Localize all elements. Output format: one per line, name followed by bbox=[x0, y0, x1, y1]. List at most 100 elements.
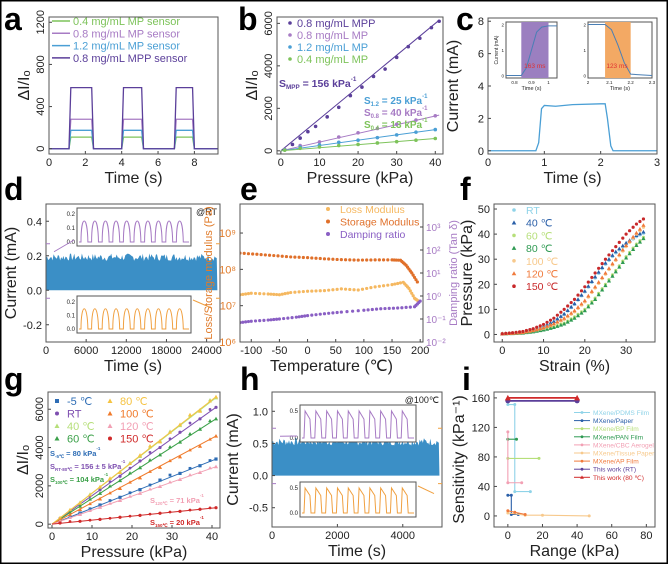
y-axis-label: Pressure (kPa) bbox=[459, 220, 476, 327]
data-point bbox=[610, 261, 615, 266]
y-tick-label: 0.2 bbox=[27, 251, 42, 263]
data-point bbox=[617, 246, 622, 251]
data-point bbox=[593, 274, 598, 279]
data-point bbox=[241, 292, 245, 296]
data-point bbox=[614, 245, 618, 249]
data-point bbox=[617, 240, 621, 244]
data-point bbox=[168, 458, 172, 463]
data-point bbox=[360, 85, 364, 89]
data-point bbox=[198, 417, 202, 421]
data-point bbox=[415, 280, 419, 284]
data-point bbox=[576, 293, 580, 297]
data-point bbox=[214, 457, 218, 461]
y-tick-label: 1200 bbox=[35, 10, 47, 34]
data-point bbox=[356, 309, 360, 313]
y2-tick-label: 10³ bbox=[426, 223, 441, 234]
data-point bbox=[301, 289, 305, 294]
data-point bbox=[580, 475, 584, 479]
data-point bbox=[562, 307, 566, 311]
data-point bbox=[572, 301, 577, 306]
response-time-label: 163 ms bbox=[524, 63, 546, 70]
data-point bbox=[336, 143, 341, 148]
x-tick-label: 12000 bbox=[111, 345, 142, 357]
data-point bbox=[572, 297, 577, 301]
data-point bbox=[544, 324, 550, 328]
data-point bbox=[178, 430, 182, 434]
data-point bbox=[538, 324, 542, 328]
data-point bbox=[596, 280, 601, 284]
y-axis-label: Sensitivity (kPa⁻¹) bbox=[451, 395, 468, 523]
data-point bbox=[138, 459, 142, 463]
data-point bbox=[627, 239, 632, 243]
data-point bbox=[603, 283, 608, 288]
x-tick-label: 0 bbox=[505, 530, 511, 542]
data-point bbox=[360, 287, 365, 291]
panel-b: b 0 10 20 30 40 0 2000 4000 6000 Pressure (kPa) ΔI/… bbox=[238, 1, 444, 187]
data-point bbox=[394, 139, 399, 144]
data-point bbox=[290, 316, 294, 320]
annotation-part: = 156 kPa bbox=[300, 78, 351, 90]
data-point bbox=[301, 255, 305, 260]
legend-label: MXene/PDMS Film bbox=[593, 410, 650, 417]
data-point bbox=[177, 422, 183, 427]
data-point bbox=[396, 281, 400, 286]
data-point bbox=[511, 245, 517, 250]
data-point bbox=[558, 322, 563, 327]
data-point bbox=[580, 411, 584, 414]
data-point bbox=[331, 311, 335, 315]
data-point bbox=[253, 291, 258, 296]
data-point bbox=[88, 501, 92, 506]
data-point bbox=[68, 510, 72, 514]
data-point bbox=[327, 257, 331, 261]
data-point bbox=[641, 217, 646, 221]
data-point bbox=[208, 506, 212, 510]
y-tick-label: 40 bbox=[478, 481, 490, 493]
data-point bbox=[575, 297, 581, 301]
legend-label: 120 ℃ bbox=[526, 269, 558, 281]
x-tick-label: 30 bbox=[620, 345, 632, 357]
data-point bbox=[77, 504, 83, 508]
series-line bbox=[49, 129, 218, 150]
data-point bbox=[613, 249, 618, 254]
data-point bbox=[294, 315, 298, 319]
data-point bbox=[593, 297, 598, 301]
data-point bbox=[107, 398, 113, 403]
data-point bbox=[383, 67, 387, 71]
data-point bbox=[188, 431, 192, 436]
series-line bbox=[507, 512, 590, 517]
x-axis-label: Temperature (℃) bbox=[270, 358, 393, 375]
data-point bbox=[537, 456, 541, 460]
data-point bbox=[208, 437, 212, 441]
y-tick-label: 10⁸ bbox=[219, 264, 236, 276]
data-point bbox=[266, 292, 270, 296]
data-point bbox=[520, 481, 524, 485]
data-point bbox=[383, 306, 387, 311]
annotation-part: -5℃ bbox=[55, 453, 65, 459]
series-line bbox=[588, 24, 653, 76]
x-axis-label: Pressure (kPa) bbox=[81, 544, 188, 561]
data-point bbox=[244, 320, 248, 324]
data-point bbox=[390, 283, 394, 287]
data-point bbox=[521, 329, 525, 334]
data-point bbox=[168, 480, 172, 484]
data-point bbox=[108, 499, 112, 502]
data-point bbox=[377, 284, 381, 288]
data-point bbox=[108, 516, 112, 520]
data-point bbox=[305, 314, 310, 318]
data-point bbox=[286, 316, 290, 320]
data-point bbox=[410, 291, 414, 295]
data-point bbox=[258, 292, 262, 296]
data-point bbox=[148, 487, 152, 491]
data-point bbox=[339, 310, 343, 314]
data-point bbox=[555, 313, 559, 317]
inset-response-time: 123 ms 2 2.1 2.2 2.3 0 1 2 Time (s) bbox=[583, 21, 656, 92]
data-point bbox=[555, 324, 560, 328]
data-point bbox=[507, 331, 511, 335]
y-tick-label: 6000 bbox=[263, 11, 275, 35]
y-tick-label: 50 bbox=[478, 204, 490, 216]
data-point bbox=[603, 270, 608, 275]
data-point bbox=[188, 412, 192, 417]
inset-y-tick-label: 0 bbox=[583, 73, 586, 78]
y-axis-label: ΔI/Iₒ bbox=[15, 445, 32, 475]
